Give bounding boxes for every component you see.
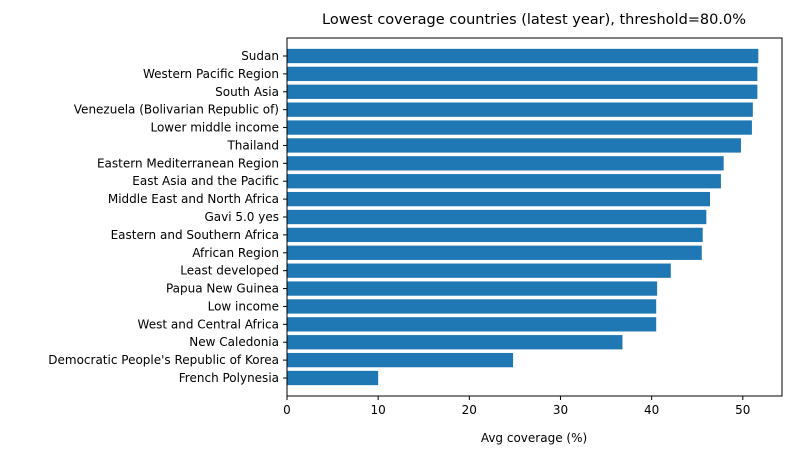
y-tick-label: South Asia — [215, 85, 279, 99]
bar — [287, 209, 707, 225]
y-tick-label: Least developed — [180, 264, 279, 278]
bar — [287, 352, 514, 368]
bar — [287, 48, 759, 64]
y-tick-label: Venezuela (Bolivarian Republic of) — [74, 103, 279, 117]
x-tick-label: 40 — [644, 403, 659, 417]
y-tick-label: Gavi 5.0 yes — [204, 210, 279, 224]
x-tick-label: 30 — [553, 403, 568, 417]
bar — [287, 370, 379, 386]
bar — [287, 120, 752, 135]
bar — [287, 84, 758, 99]
y-tick-label: West and Central Africa — [138, 317, 279, 331]
y-tick-label: Middle East and North Africa — [108, 192, 279, 206]
y-tick-label: Eastern Mediterranean Region — [97, 156, 279, 170]
y-tick-label: Low income — [208, 299, 279, 313]
bar — [287, 138, 741, 153]
y-tick-label: French Polynesia — [179, 371, 279, 385]
bar — [287, 335, 623, 350]
x-axis-ticks: 0 10 20 30 40 50 — [283, 396, 750, 417]
x-tick-label: 10 — [371, 403, 386, 417]
y-tick-label: Sudan — [241, 49, 279, 63]
x-tick-label: 50 — [735, 403, 750, 417]
bar — [287, 156, 724, 171]
y-tick-label: Lower middle income — [150, 121, 279, 135]
bar — [287, 299, 657, 314]
bars-group — [287, 48, 759, 386]
y-tick-label: Papua New Guinea — [166, 282, 279, 296]
bar — [287, 245, 702, 260]
bar — [287, 191, 710, 207]
chart-title: Lowest coverage countries (latest year),… — [322, 12, 746, 28]
y-tick-label: New Caledonia — [189, 335, 279, 349]
x-tick-label: 0 — [283, 403, 291, 417]
bar — [287, 281, 658, 296]
bar — [287, 174, 721, 189]
y-tick-label: Eastern and Southern Africa — [111, 228, 279, 242]
bar — [287, 227, 703, 243]
bar — [287, 317, 657, 332]
y-tick-label: Thailand — [226, 138, 279, 152]
y-tick-label: African Region — [192, 246, 279, 260]
bar — [287, 263, 671, 278]
y-axis-ticks: Sudan Western Pacific Region South Asia Ven… — [48, 49, 287, 385]
bar — [287, 102, 753, 117]
bar — [287, 66, 758, 82]
x-tick-label: 20 — [462, 403, 477, 417]
plot-frame — [286, 37, 783, 397]
x-axis-label: Avg coverage (%) — [481, 431, 587, 445]
y-tick-label: Western Pacific Region — [143, 67, 279, 81]
y-tick-label: East Asia and the Pacific — [132, 174, 279, 188]
y-tick-label: Democratic People's Republic of Korea — [48, 353, 279, 367]
